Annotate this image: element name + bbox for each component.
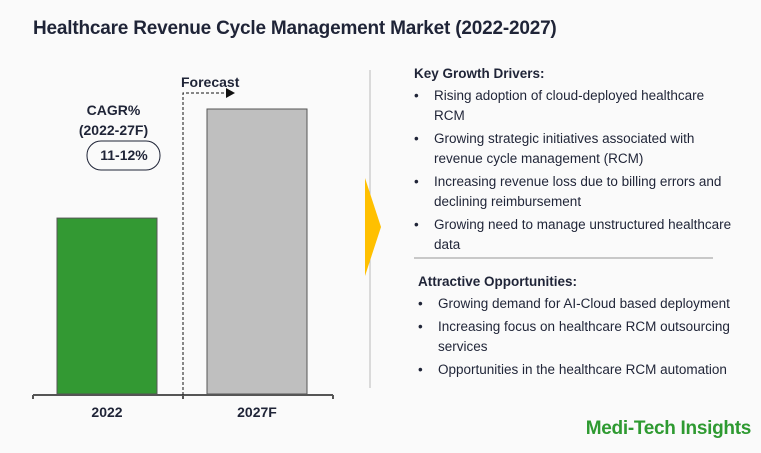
cagr-period: (2022-27F) <box>78 122 149 138</box>
drivers-heading: Key Growth Drivers: <box>414 66 545 81</box>
attractive-opportunities: Attractive Opportunities: • Growing deman… <box>418 272 738 383</box>
bullet-icon: • <box>418 319 423 334</box>
list-item-text: Opportunities in the healthcare RCM auto… <box>438 362 727 377</box>
list-item: • Increasing focus on healthcare RCM outs… <box>418 317 738 357</box>
forecast-arrow-icon <box>226 88 235 98</box>
forecast-divider <box>182 92 228 395</box>
list-item-text: Increasing revenue loss due to billing e… <box>434 174 722 209</box>
bar-chart <box>32 70 381 399</box>
bullet-icon: • <box>418 362 423 377</box>
bullet-icon: • <box>418 296 423 311</box>
list-item: • Growing strategic initiatives associate… <box>414 129 734 169</box>
logo: Medi-Tech Insights <box>585 418 752 439</box>
chevron-arrow-icon <box>365 178 381 276</box>
bullet-icon: • <box>414 131 419 146</box>
forecast-label: Forecast <box>181 74 240 90</box>
cagr-value: 11-12% <box>100 147 148 163</box>
cagr-title: CAGR% <box>86 102 141 118</box>
list-item: • Rising adoption of cloud-deployed healt… <box>414 86 734 126</box>
growth-drivers: Key Growth Drivers: • Rising adoption of … <box>414 64 734 258</box>
list-item-text: Growing need to manage unstructured heal… <box>434 217 732 252</box>
list-item-text: Growing strategic initiatives associated… <box>434 131 695 166</box>
list-item: • Growing demand for AI-Cloud based deplo… <box>418 294 738 314</box>
list-item-text: Increasing focus on healthcare RCM outso… <box>438 319 730 354</box>
opportunities-heading: Attractive Opportunities: <box>418 274 578 289</box>
bullet-icon: • <box>414 217 419 232</box>
list-item: • Opportunities in the healthcare RCM aut… <box>418 360 738 380</box>
bullet-icon: • <box>414 174 419 189</box>
bullet-icon: • <box>414 88 419 103</box>
cagr-label: CAGR% (2022-27F) <box>60 100 167 140</box>
bar-2027f <box>206 108 308 395</box>
list-item: • Increasing revenue loss due to billing … <box>414 172 734 212</box>
tick-label-2027f: 2027F <box>237 404 277 420</box>
cagr-pill <box>86 140 161 171</box>
list-item: • Growing need to manage unstructured hea… <box>414 215 734 255</box>
section-divider <box>414 257 713 259</box>
page-title: Healthcare Revenue Cycle Management Mark… <box>33 18 557 39</box>
tick-label-2022: 2022 <box>91 404 123 420</box>
list-item-text: Growing demand for AI-Cloud based deploy… <box>438 296 730 311</box>
bar-2022 <box>56 217 158 395</box>
list-item-text: Rising adoption of cloud-deployed health… <box>434 88 705 123</box>
